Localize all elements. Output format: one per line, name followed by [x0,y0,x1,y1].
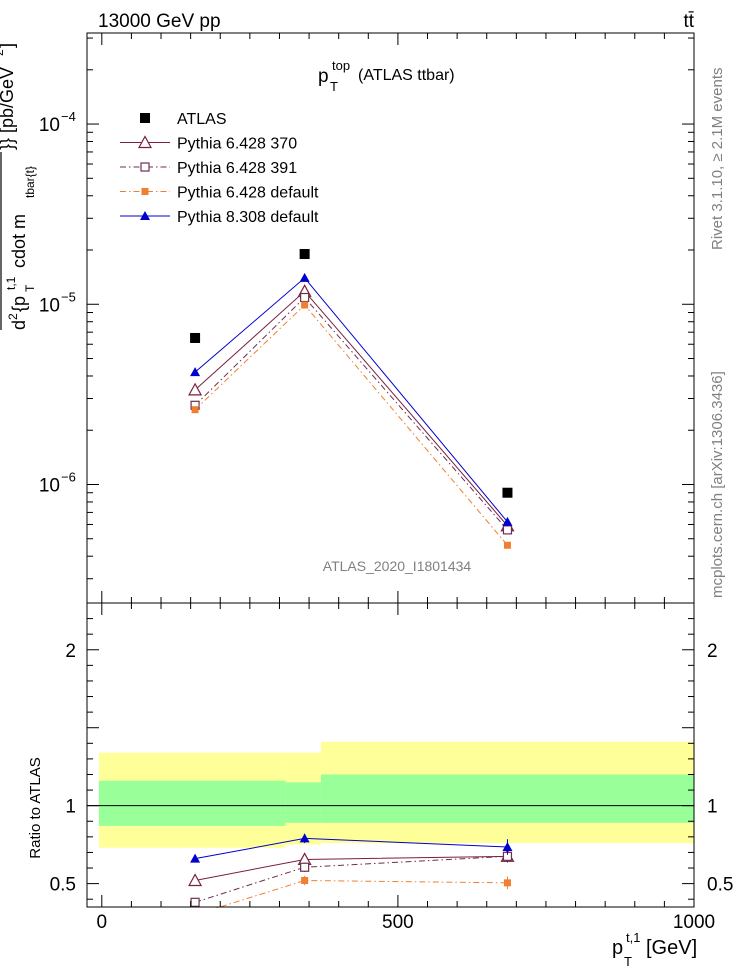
ratio-y-tick-label-right: 2 [707,641,718,662]
legend-item-py6_391: Pythia 6.428 391 [120,160,297,177]
ylabel-bottom-end: }} [pb/GeV [0,67,17,150]
legend-marker [140,113,150,123]
xlabel-subscript: T [624,954,632,969]
ratio-line-py6_370 [194,855,508,881]
point-py8_default [190,367,201,377]
legend-marker [140,211,150,220]
ratio-point-py6_391 [190,897,200,907]
ylabel-bottom-p: {p [9,296,29,312]
legend-marker [137,135,153,149]
plot-title: p top T (ATLAS ttbar) [318,58,455,94]
ylabel-bottom-T: T [23,284,37,292]
ratio-point-py8_default [190,853,201,863]
legend-item-atlas: ATLAS [140,111,227,128]
main-axes: 10−610−510−4 [39,32,695,604]
point-py8_default [299,272,310,282]
header-process-label: tt̄ [683,11,694,32]
y-tick-base: 10 [39,475,60,496]
title-rest: (ATLAS ttbar) [358,67,455,84]
point-atlas [190,332,201,343]
legend-item-py6_370: Pythia 6.428 370 [120,135,297,153]
main-series-layer [188,249,515,549]
x-tick-label: 500 [382,912,414,933]
point-py6_default [301,301,309,309]
legend-label: ATLAS [177,111,227,128]
point-py6_391 [300,292,310,303]
ratio-frame [86,602,695,908]
ylabel-close: ] [0,43,17,48]
point-py6_370 [188,382,203,396]
xlabel-p: p [612,937,623,959]
y-tick-exponent: −5 [61,289,76,304]
series-line-py8_default [194,277,508,523]
ratio-series-layer [85,833,696,938]
point-py6_default [503,541,511,549]
ratio-y-tick-label-right: 0.5 [707,875,733,896]
legend-label: Pythia 6.428 370 [177,136,297,153]
x-tick-label: 0 [97,912,108,933]
y-tick-base: 10 [39,115,60,136]
title-p: p [318,66,329,87]
ratio-point-py6_default [503,879,511,887]
x-tick-label: 1000 [673,912,715,933]
ratio-clip-cover [85,908,696,938]
analysis-watermark: ATLAS_2020_I1801434 [323,558,472,574]
ratio-y-tick-label-left: 0.5 [50,875,76,896]
ratio-point-py6_391 [300,862,310,872]
legend-label: Pythia 6.428 391 [177,160,297,177]
point-py8_default [502,516,513,526]
main-y-axis-label: d 2 {p t,1 T cdot m tbar{t} }} [pb/GeV 2… [0,43,37,330]
xlabel-superscript: t,1 [626,930,640,945]
legend-label: Pythia 6.428 default [177,185,319,202]
y-tick-exponent: −6 [61,469,76,484]
uncertainty-band-inner [285,782,321,823]
mcplots-label: mcplots.cern.ch [arXiv:1306.3436] [709,371,726,598]
point-atlas [502,487,513,498]
header-energy-label: 13000 GeV pp [98,11,221,32]
ratio-point-py6_default [301,876,309,884]
y-tick-label: 10 −6 [39,469,76,496]
series-line-py6_370 [194,290,508,527]
ratio-y-tick-label-right: 1 [707,797,718,818]
ylabel-unit-exp: 2 [0,49,6,56]
point-py6_default [191,406,199,414]
ratio-y-tick-label-left: 1 [65,797,76,818]
ratio-line-py6_391 [194,855,508,903]
y-tick-base: 10 [39,295,60,316]
uncertainty-band-inner [320,774,694,823]
ratio-bands [87,741,694,848]
ratio-point-py8_default [299,833,310,843]
xlabel-unit: [GeV] [646,937,697,959]
series-line-py6_default [194,304,508,546]
ratio-y-axis-label: Ratio to ATLAS [27,757,44,858]
ylabel-bottom-d-exp: 2 [6,313,20,320]
ratio-point-py8_default [502,841,513,851]
ylabel-bottom-d: d [9,320,29,330]
uncertainty-band-inner [98,780,286,826]
title-subscript: T [330,79,338,94]
ylabel-bottom-mid: cdot m [9,214,29,268]
y-tick-exponent: −4 [61,109,76,124]
rivet-version-label: Rivet 3.1.10, ≥ 2.1M events [709,68,726,251]
x-axis-label: p t,1 T [GeV] [612,930,697,969]
point-atlas [299,249,310,260]
legend-marker [140,162,150,172]
legend: ATLAS Pythia 6.428 370 Pythia 6.428 391 Pyt… [120,111,319,226]
ratio-axes: 0.5 0.5 1 1 2 2 0 500 1000 [50,602,733,933]
ratio-y-tick-label-left: 2 [65,641,76,662]
legend-item-py6_default: Pythia 6.428 default [120,185,319,202]
y-tick-label: 10 −5 [39,289,76,316]
legend-label: Pythia 8.308 default [177,209,319,226]
title-superscript: top [332,58,350,73]
legend-marker [141,188,149,195]
point-py6_391 [502,525,513,535]
legend-item-py8_default: Pythia 8.308 default [120,209,319,226]
y-tick-label: 10 −4 [39,109,76,136]
ylabel-bottom-t1: t,1 [4,276,18,290]
ratio-point-py6_370 [188,873,203,887]
ylabel-bottom-ttbar: tbar{t} [23,166,37,198]
